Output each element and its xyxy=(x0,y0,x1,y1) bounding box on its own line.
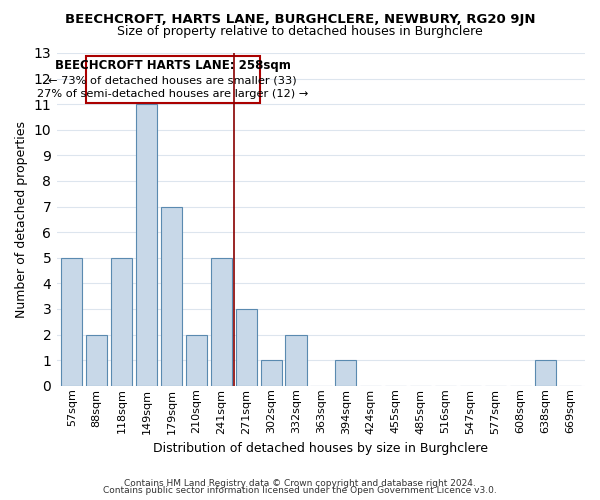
Text: Contains public sector information licensed under the Open Government Licence v3: Contains public sector information licen… xyxy=(103,486,497,495)
Text: BEECHCROFT HARTS LANE: 258sqm: BEECHCROFT HARTS LANE: 258sqm xyxy=(55,60,290,72)
FancyBboxPatch shape xyxy=(86,56,260,103)
Bar xyxy=(136,104,157,386)
Y-axis label: Number of detached properties: Number of detached properties xyxy=(15,121,28,318)
Bar xyxy=(186,334,207,386)
X-axis label: Distribution of detached houses by size in Burghclere: Distribution of detached houses by size … xyxy=(154,442,488,455)
Bar xyxy=(236,309,257,386)
Bar xyxy=(260,360,281,386)
Bar xyxy=(61,258,82,386)
Text: Contains HM Land Registry data © Crown copyright and database right 2024.: Contains HM Land Registry data © Crown c… xyxy=(124,478,476,488)
Bar xyxy=(211,258,232,386)
Bar xyxy=(286,334,307,386)
Text: 27% of semi-detached houses are larger (12) →: 27% of semi-detached houses are larger (… xyxy=(37,90,308,100)
Text: Size of property relative to detached houses in Burghclere: Size of property relative to detached ho… xyxy=(117,25,483,38)
Bar xyxy=(161,206,182,386)
Text: ← 73% of detached houses are smaller (33): ← 73% of detached houses are smaller (33… xyxy=(49,75,297,85)
Bar xyxy=(335,360,356,386)
Text: BEECHCROFT, HARTS LANE, BURGHCLERE, NEWBURY, RG20 9JN: BEECHCROFT, HARTS LANE, BURGHCLERE, NEWB… xyxy=(65,12,535,26)
Bar xyxy=(111,258,132,386)
Bar xyxy=(535,360,556,386)
Bar xyxy=(86,334,107,386)
